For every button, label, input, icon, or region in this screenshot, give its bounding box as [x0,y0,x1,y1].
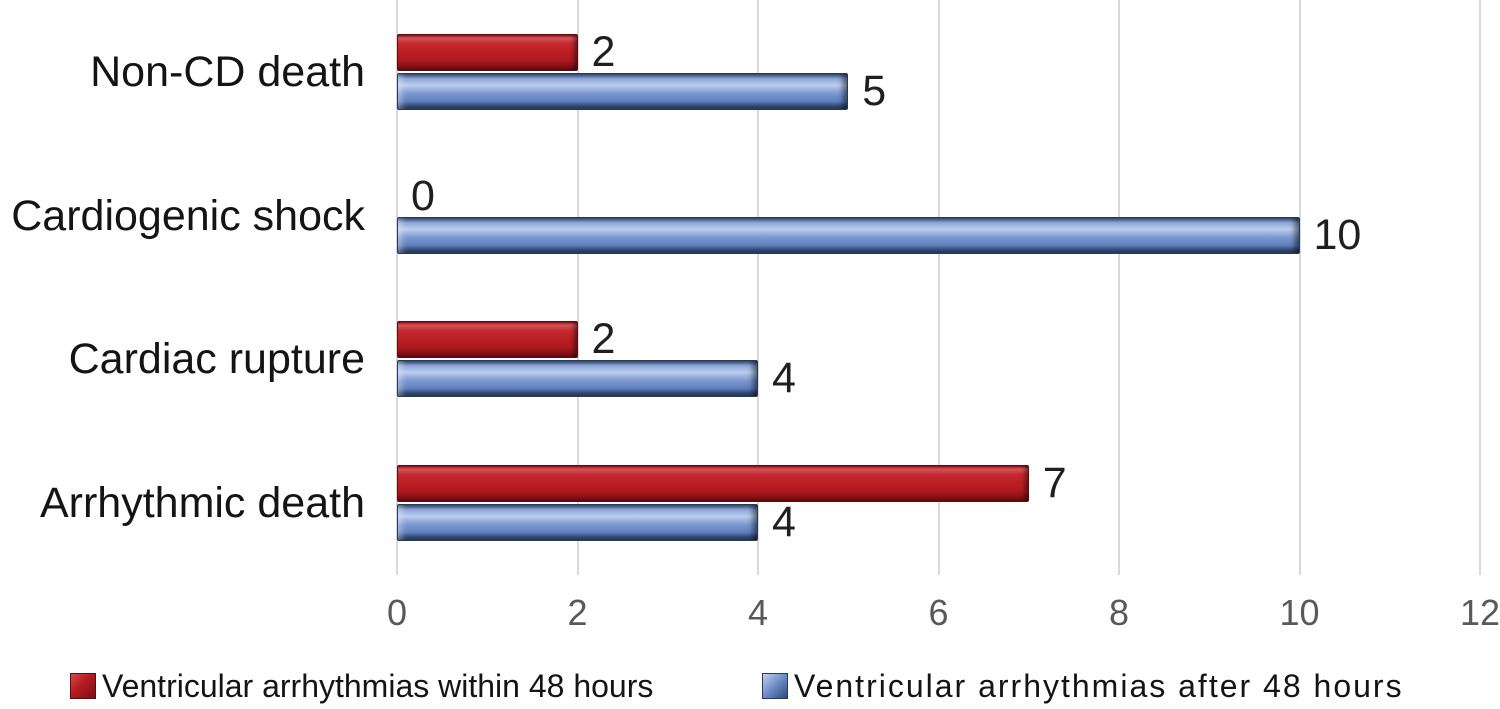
x-tick-label: 4 [747,592,769,633]
legend-swatch-within-48h [70,673,96,699]
bar-after-48h [397,72,849,110]
x-tick-label: 12 [1459,592,1500,633]
bar-within-48h [397,321,578,359]
bar-value-label: 5 [862,66,887,115]
gridline [757,0,759,575]
x-tick-label: 8 [1108,592,1130,633]
bar-value-label: 7 [1042,459,1067,508]
category-label: Cardiogenic shock [11,191,365,240]
legend-swatch-after-48h [762,673,788,699]
bar-value-label: 4 [772,498,796,547]
gridline [937,0,940,575]
bar-value-label: 10 [1313,210,1362,259]
x-tick-label: 0 [386,592,408,633]
x-tick-label: 10 [1279,592,1320,633]
x-tick-label: 2 [567,592,588,633]
bar-value-label: 0 [411,171,435,220]
gridline [1118,0,1120,575]
category-label: Cardiac rupture [68,335,365,384]
gridline [396,0,398,575]
x-tick-label: 6 [928,592,949,633]
legend-label: Ventricular arrhythmias within 48 hours [102,667,654,704]
bar-value-label: 2 [591,27,616,76]
legend-label: Ventricular arrhythmias after 48 hours [794,667,1404,704]
bar-value-label: 2 [591,315,616,364]
gridline [576,0,579,575]
gridline [1298,0,1301,575]
bar-after-48h [397,216,1300,254]
category-label: Arrhythmic death [39,479,365,528]
bar-within-48h [397,465,1029,503]
bar-after-48h [397,504,758,542]
gridline [1479,0,1481,575]
bar-after-48h [397,360,758,398]
legend-item: Ventricular arrhythmias within 48 hours [70,664,653,708]
legend-item: Ventricular arrhythmias after 48 hours [762,664,1404,708]
bar-value-label: 4 [772,354,796,403]
bar-within-48h [397,33,578,71]
category-label: Non-CD death [90,47,365,96]
